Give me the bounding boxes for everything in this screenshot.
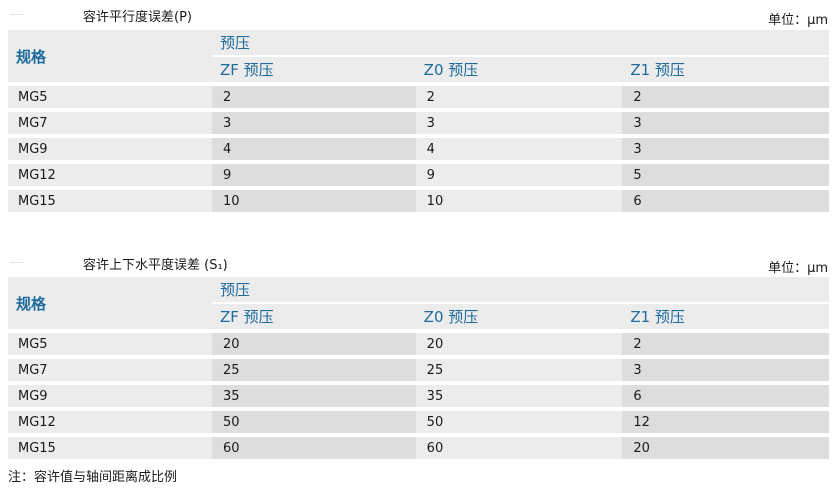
- value-cell: 60: [415, 437, 623, 463]
- spec-cell: MG7: [8, 359, 212, 385]
- table-row: MG9 4 4 3: [8, 138, 829, 164]
- preload-col-header: ZF 预压: [212, 304, 416, 333]
- table-row: MG12 50 50 12: [8, 411, 829, 437]
- unit-label: 单位：μm: [768, 261, 828, 276]
- value-cell: 4: [212, 138, 416, 164]
- spec-cell: MG5: [8, 86, 212, 112]
- preload-col-header: Z0 预压: [415, 304, 623, 333]
- preload-col-header: Z1 预压: [622, 304, 829, 333]
- value-cell: 12: [622, 411, 829, 437]
- value-cell: 2: [212, 86, 416, 112]
- value-cell: 3: [212, 112, 416, 138]
- value-cell: 3: [622, 138, 829, 164]
- value-cell: 3: [622, 112, 829, 138]
- value-cell: 60: [212, 437, 416, 463]
- value-cell: 50: [212, 411, 416, 437]
- value-cell: 9: [212, 164, 416, 190]
- table-row: MG12 9 9 5: [8, 164, 829, 190]
- spec-header: 规格: [8, 30, 212, 86]
- table-row: MG15 60 60 20: [8, 437, 829, 463]
- footnote: 注：容许值与轴间距离成比例: [8, 470, 178, 485]
- preload-col-header: Z0 预压: [415, 57, 623, 86]
- table-row: MG7 25 25 3: [8, 359, 829, 385]
- value-cell: 6: [622, 385, 829, 411]
- value-cell: 2: [622, 333, 829, 359]
- preload-header: 预压: [212, 277, 829, 304]
- spec-cell: MG15: [8, 437, 212, 463]
- table-row: MG9 35 35 6: [8, 385, 829, 411]
- unit-label: 单位：μm: [768, 13, 828, 28]
- parallelism-table: 规格 预压 ZF 预压 Z0 预压 Z1 预压 MG5 2 2 2 MG7 3 3 3 MG9 4 4 3 MG…: [8, 30, 829, 216]
- value-cell: 25: [212, 359, 416, 385]
- preload-header: 预压: [212, 30, 829, 57]
- spec-cell: MG9: [8, 138, 212, 164]
- value-cell: 35: [415, 385, 623, 411]
- value-cell: 20: [212, 333, 416, 359]
- value-cell: 50: [415, 411, 623, 437]
- preload-col-header: Z1 预压: [622, 57, 829, 86]
- value-cell: 3: [622, 359, 829, 385]
- table-row: MG5 2 2 2: [8, 86, 829, 112]
- table-row: MG15 10 10 6: [8, 190, 829, 216]
- value-cell: 6: [622, 190, 829, 216]
- spec-cell: MG5: [8, 333, 212, 359]
- value-cell: 10: [415, 190, 623, 216]
- spec-cell: MG9: [8, 385, 212, 411]
- value-cell: 4: [415, 138, 623, 164]
- spec-cell: MG15: [8, 190, 212, 216]
- value-cell: 20: [622, 437, 829, 463]
- value-cell: 2: [622, 86, 829, 112]
- table-row: MG7 3 3 3: [8, 112, 829, 138]
- spec-cell: MG12: [8, 411, 212, 437]
- value-cell: 5: [622, 164, 829, 190]
- spec-cell: MG12: [8, 164, 212, 190]
- value-cell: 2: [415, 86, 623, 112]
- spec-header: 规格: [8, 277, 212, 333]
- divider: [10, 262, 24, 263]
- divider: [10, 14, 24, 15]
- value-cell: 10: [212, 190, 416, 216]
- value-cell: 3: [415, 112, 623, 138]
- value-cell: 25: [415, 359, 623, 385]
- value-cell: 9: [415, 164, 623, 190]
- value-cell: 35: [212, 385, 416, 411]
- level-table: 规格 预压 ZF 预压 Z0 预压 Z1 预压 MG5 20 20 2 MG7 25 25 3 MG9 3…: [8, 277, 829, 463]
- table-row: MG5 20 20 2: [8, 333, 829, 359]
- table-1-title: 容许平行度误差(P): [83, 10, 192, 25]
- spec-cell: MG7: [8, 112, 212, 138]
- preload-col-header: ZF 预压: [212, 57, 416, 86]
- table-2-title: 容许上下水平度误差 (S₁): [83, 258, 228, 273]
- value-cell: 20: [415, 333, 623, 359]
